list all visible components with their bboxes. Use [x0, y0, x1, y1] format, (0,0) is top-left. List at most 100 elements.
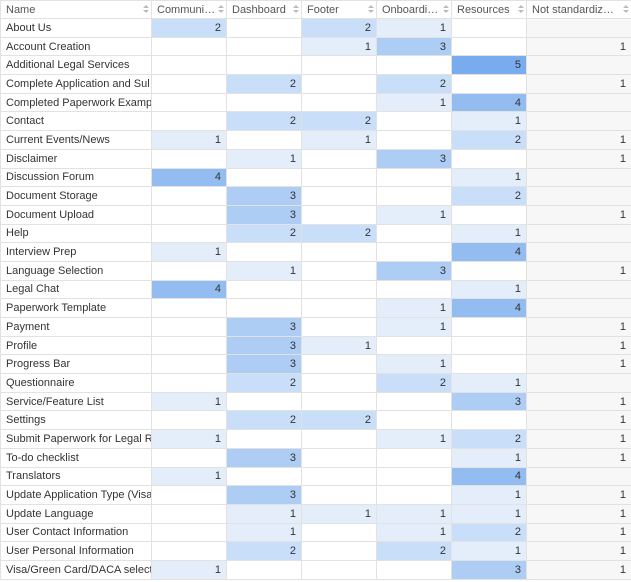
- column-header[interactable]: Not standardiz…: [526, 0, 631, 19]
- count-cell: 1: [151, 559, 227, 580]
- table-row: Settings 2 2 1: [0, 410, 631, 431]
- count-cell: 4: [451, 242, 527, 262]
- count-cell: [451, 148, 527, 169]
- count-cell: [301, 466, 377, 487]
- count-cell: [526, 466, 631, 487]
- count-cell: [526, 279, 631, 300]
- count-cell: [151, 92, 227, 113]
- column-title: Communi…: [157, 3, 216, 16]
- row-name: User Contact Information: [0, 522, 152, 543]
- row-name: Complete Application and Sul: [0, 74, 152, 94]
- count-cell: [376, 410, 452, 431]
- row-name: Language Selection: [0, 260, 152, 281]
- count-cell: 1: [151, 130, 227, 150]
- table-row: About Us 2 2 1: [0, 18, 631, 38]
- count-cell: 1: [151, 391, 227, 412]
- count-cell: [451, 317, 527, 337]
- count-cell: [526, 111, 631, 132]
- count-cell: 4: [451, 466, 527, 487]
- count-cell: 1: [376, 18, 452, 38]
- table-row: Visa/Green Card/DACA select 1 3 1: [0, 559, 631, 580]
- count-cell: [376, 559, 452, 580]
- count-cell: 1: [526, 391, 631, 412]
- count-cell: 3: [226, 317, 302, 337]
- count-cell: 5: [451, 55, 527, 76]
- count-cell: [151, 111, 227, 132]
- column-header[interactable]: Communi…: [151, 0, 227, 19]
- count-cell: [451, 260, 527, 281]
- count-cell: 1: [451, 447, 527, 468]
- row-name: Help: [0, 223, 152, 244]
- count-cell: [451, 74, 527, 94]
- count-cell: [226, 36, 302, 57]
- count-cell: 1: [226, 148, 302, 169]
- count-cell: 1: [526, 148, 631, 169]
- count-cell: [151, 522, 227, 543]
- table-row: Language Selection 1 3 1: [0, 260, 631, 281]
- count-cell: 2: [301, 111, 377, 132]
- table-row: Progress Bar 3 1 1: [0, 354, 631, 375]
- count-cell: 1: [451, 111, 527, 132]
- count-cell: [526, 92, 631, 113]
- count-cell: [301, 429, 377, 449]
- row-name: About Us: [0, 18, 152, 38]
- count-cell: 1: [526, 354, 631, 375]
- count-cell: 2: [376, 373, 452, 393]
- count-cell: [526, 167, 631, 188]
- count-cell: 3: [226, 335, 302, 356]
- table-row: Legal Chat 4 1: [0, 279, 631, 300]
- count-cell: 1: [376, 522, 452, 543]
- column-header[interactable]: Footer: [301, 0, 377, 19]
- table-row: Complete Application and Sul 2 2 1: [0, 74, 631, 94]
- column-header[interactable]: Onboardi…: [376, 0, 452, 19]
- column-title: Resources: [457, 3, 510, 16]
- count-cell: [226, 130, 302, 150]
- column-header[interactable]: Dashboard: [226, 0, 302, 19]
- count-cell: [301, 354, 377, 375]
- count-cell: [526, 298, 631, 318]
- count-cell: 1: [226, 260, 302, 281]
- row-name: Progress Bar: [0, 354, 152, 375]
- count-cell: [151, 354, 227, 375]
- count-cell: [376, 167, 452, 188]
- row-name: Paperwork Template: [0, 298, 152, 318]
- column-header[interactable]: Name: [0, 0, 152, 19]
- count-cell: 1: [526, 410, 631, 431]
- count-cell: [151, 447, 227, 468]
- count-cell: [376, 279, 452, 300]
- count-cell: 1: [526, 74, 631, 94]
- count-cell: 2: [226, 74, 302, 94]
- count-cell: 2: [226, 373, 302, 393]
- table-row: Update Application Type (Visa 3 1 1: [0, 485, 631, 505]
- count-cell: [301, 279, 377, 300]
- table-row: Completed Paperwork Examp 1 4: [0, 92, 631, 113]
- table-row: User Personal Information 2 2 1 1: [0, 541, 631, 561]
- row-name: Discussion Forum: [0, 167, 152, 188]
- table-row: Questionnaire 2 2 1: [0, 373, 631, 393]
- column-header[interactable]: Resources: [451, 0, 527, 19]
- table-row: Paperwork Template 1 4: [0, 298, 631, 318]
- count-cell: 1: [526, 260, 631, 281]
- count-cell: [526, 373, 631, 393]
- count-cell: 1: [451, 373, 527, 393]
- count-cell: [301, 74, 377, 94]
- table-row: Profile 3 1 1: [0, 335, 631, 356]
- count-cell: 3: [451, 391, 527, 412]
- count-cell: [376, 466, 452, 487]
- count-cell: [151, 410, 227, 431]
- count-cell: 1: [526, 317, 631, 337]
- count-cell: 1: [151, 429, 227, 449]
- count-cell: [226, 391, 302, 412]
- count-cell: 1: [376, 429, 452, 449]
- count-cell: [451, 36, 527, 57]
- count-cell: 1: [151, 242, 227, 262]
- row-name: Interview Prep: [0, 242, 152, 262]
- count-cell: [376, 223, 452, 244]
- count-cell: 1: [526, 522, 631, 543]
- count-cell: [376, 485, 452, 505]
- count-cell: 1: [526, 541, 631, 561]
- count-cell: [301, 485, 377, 505]
- count-cell: [301, 522, 377, 543]
